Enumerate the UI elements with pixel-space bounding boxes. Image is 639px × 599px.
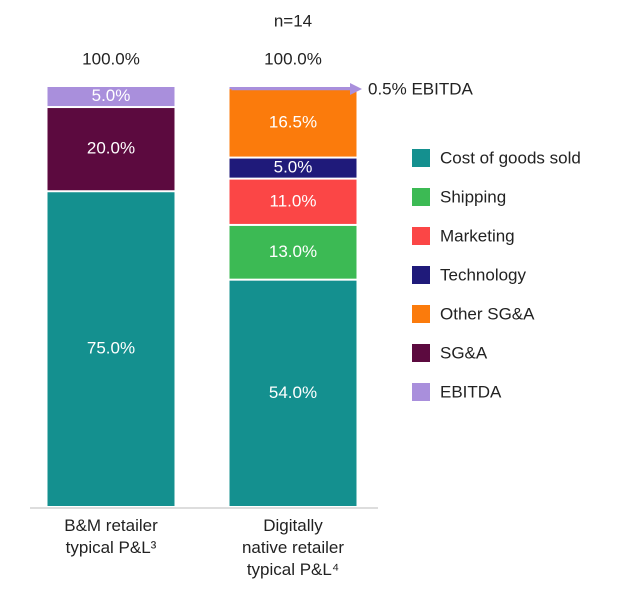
bar-segment xyxy=(229,225,357,279)
bar-segment xyxy=(229,179,357,224)
legend-label: SG&A xyxy=(440,343,488,362)
x-tick-label: B&M retailer typical P&L³ xyxy=(64,516,158,557)
total-label: 100.0% xyxy=(264,49,322,68)
value-label: 5.0% xyxy=(274,158,313,177)
legend-label: Technology xyxy=(440,265,527,284)
legend-swatch xyxy=(412,266,430,284)
value-label: 20.0% xyxy=(87,139,135,158)
bar-segment xyxy=(229,89,357,157)
legend-swatch xyxy=(412,149,430,167)
bar-segment xyxy=(47,192,175,506)
legend-label: Cost of goods sold xyxy=(440,148,581,167)
legend-swatch xyxy=(412,305,430,323)
legend-swatch xyxy=(412,344,430,362)
bar-segment xyxy=(229,280,357,506)
arrow-head xyxy=(350,83,362,95)
legend-label: Other SG&A xyxy=(440,304,535,323)
legend-label: Shipping xyxy=(440,187,506,206)
annotation: 0.5% EBITDA xyxy=(368,79,474,98)
value-label: 54.0% xyxy=(269,383,317,402)
bar-segment xyxy=(47,108,175,191)
legend-label: EBITDA xyxy=(440,382,502,401)
value-label: 13.0% xyxy=(269,242,317,261)
value-label: 75.0% xyxy=(87,339,135,358)
value-label: 16.5% xyxy=(269,112,317,131)
legend-swatch xyxy=(412,188,430,206)
value-label: 11.0% xyxy=(270,191,317,210)
legend-swatch xyxy=(412,383,430,401)
total-label: 100.0% xyxy=(82,49,140,68)
sample-size: n=14 xyxy=(274,11,312,30)
x-tick-label: Digitally native retailer typical P&L⁴ xyxy=(242,516,344,579)
bar-segment xyxy=(47,87,175,107)
legend-swatch xyxy=(412,227,430,245)
bar-segment xyxy=(229,158,357,178)
value-label: 5.0% xyxy=(92,86,131,105)
legend-label: Marketing xyxy=(440,226,515,245)
